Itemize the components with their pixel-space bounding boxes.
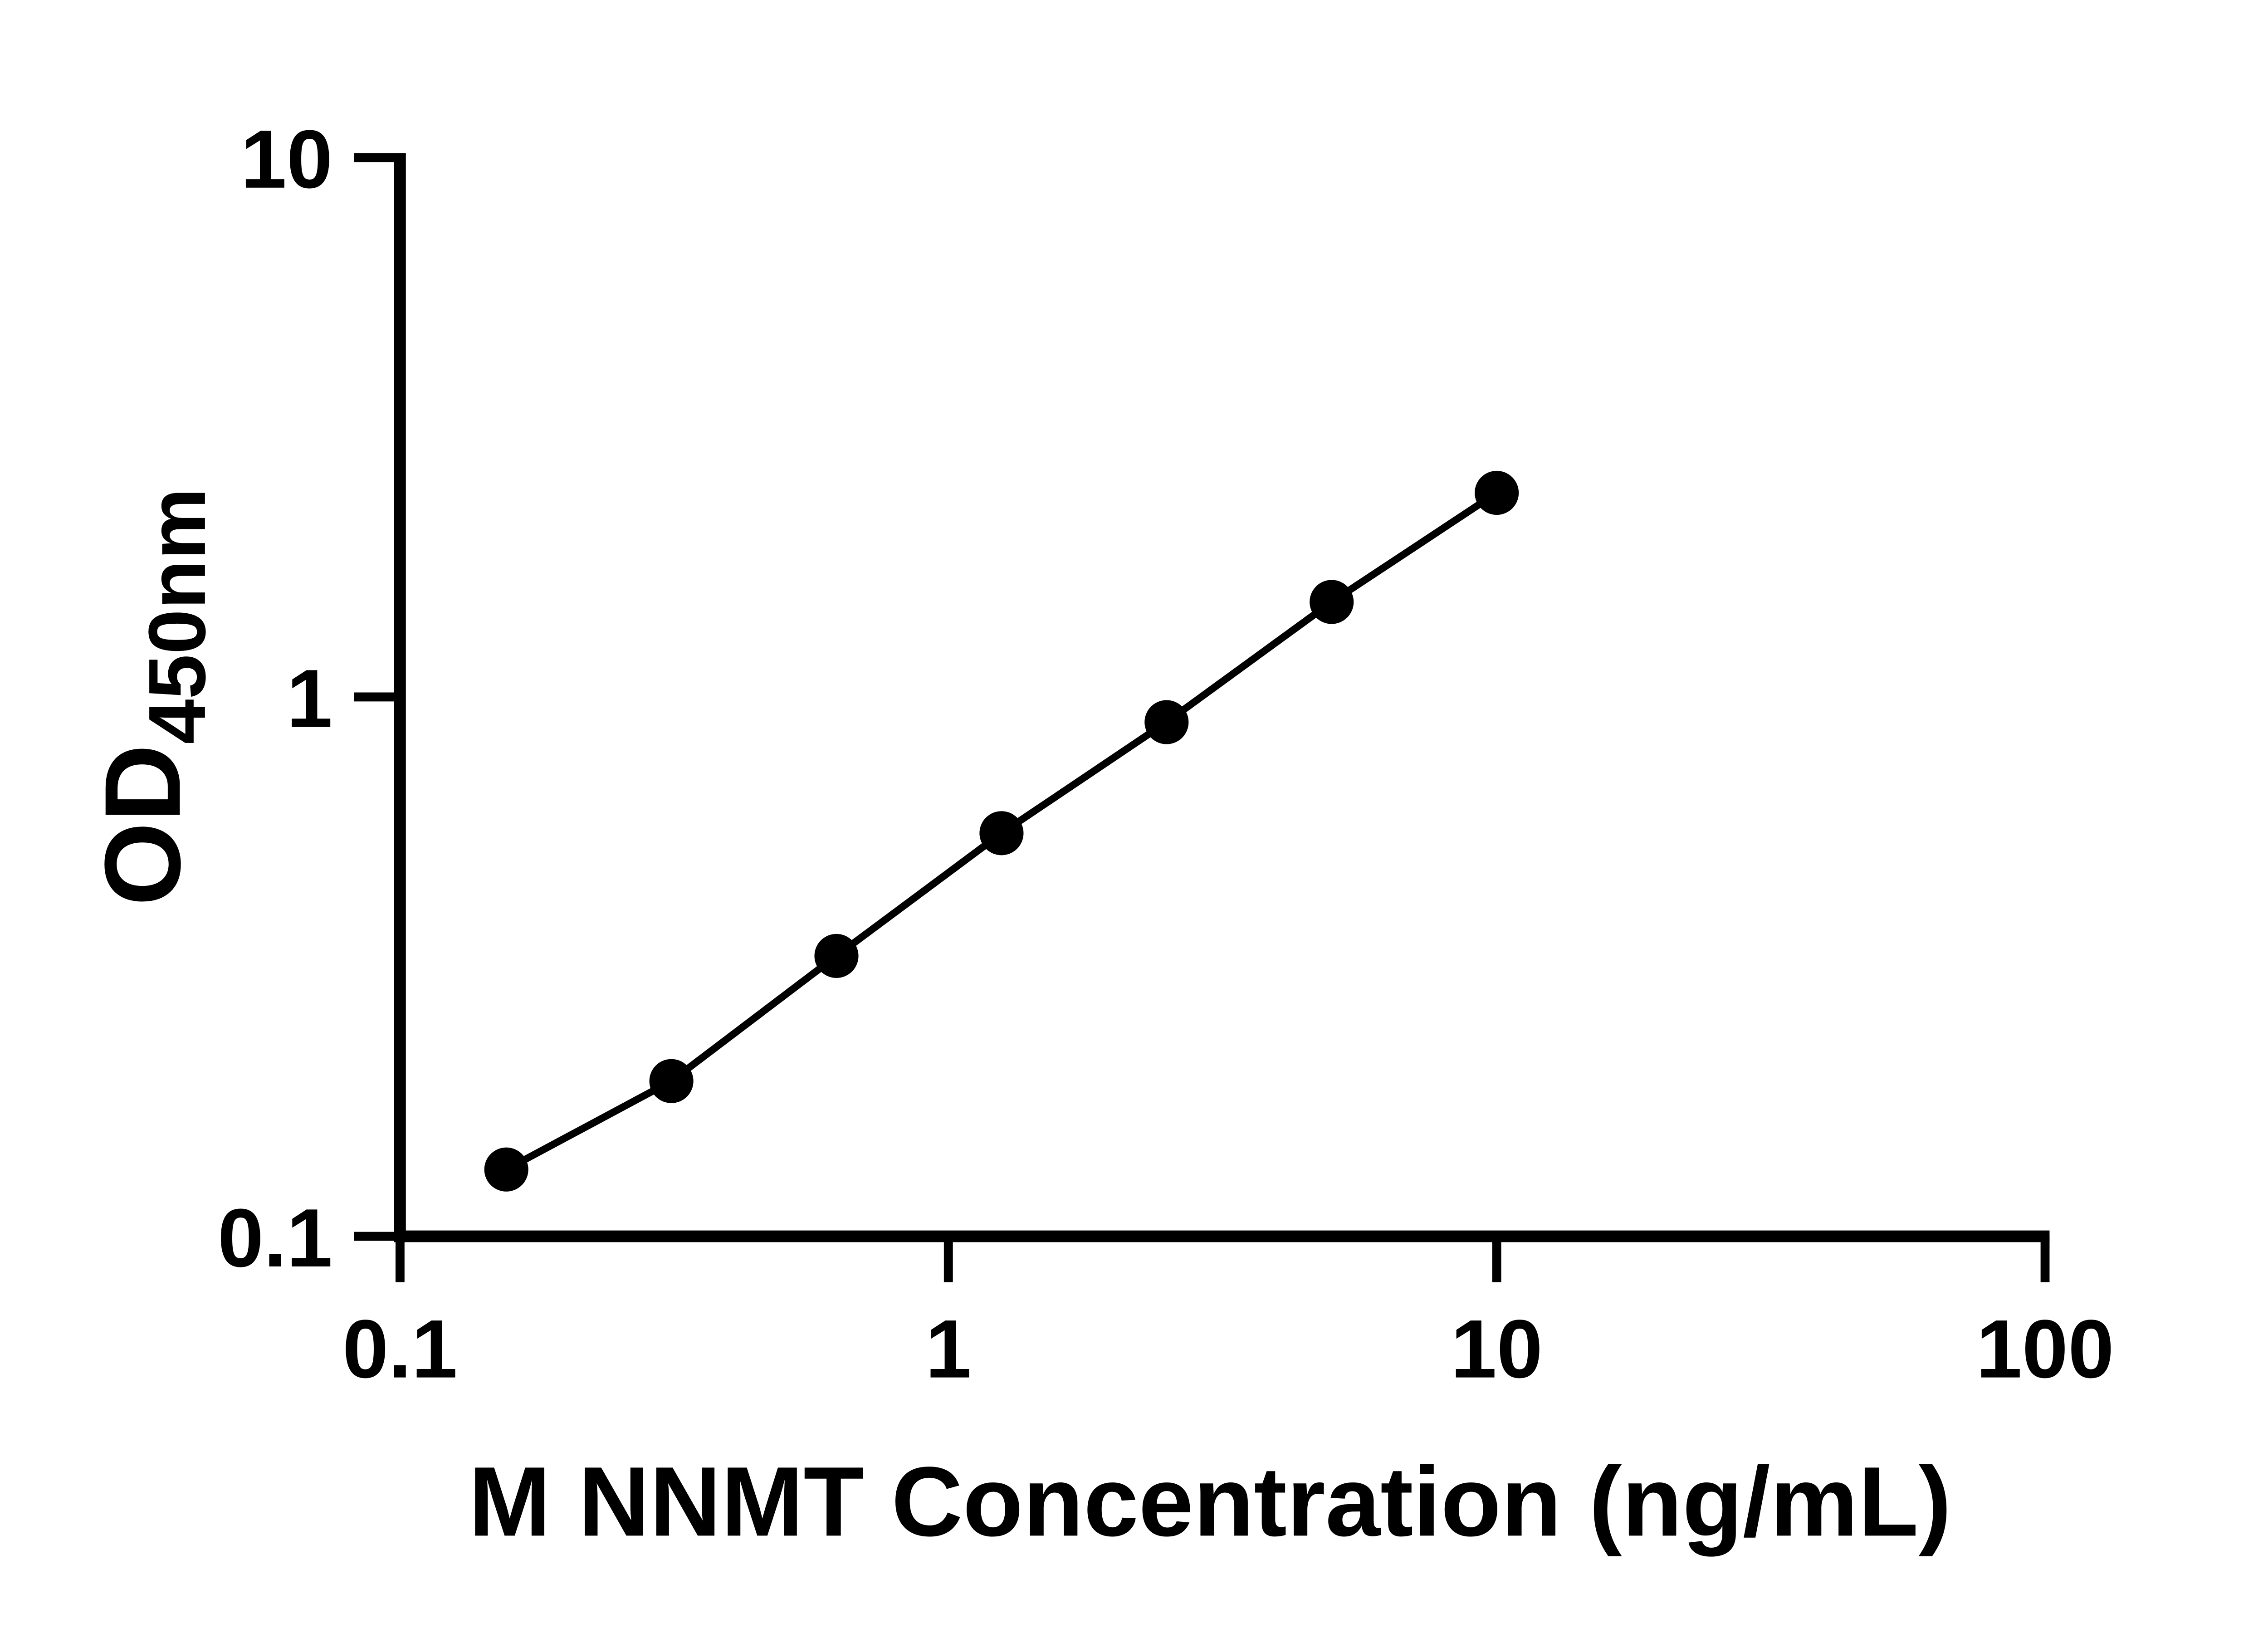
data-point — [979, 811, 1024, 856]
y-tick-marks — [354, 153, 400, 1241]
data-point — [814, 934, 859, 978]
y-axis-title: OD450nm — [83, 488, 222, 906]
x-tick-label: 0.1 — [342, 1303, 457, 1395]
data-point — [649, 1059, 694, 1103]
x-tick-labels: 0.1 1 10 100 — [342, 1303, 2114, 1395]
y-tick-label: 10 — [240, 113, 332, 205]
series-plot — [484, 470, 1519, 1192]
y-axis-title-subscript: 450nm — [132, 488, 222, 744]
x-tick-label: 100 — [1976, 1303, 2114, 1395]
y-tick-label: 1 — [287, 652, 332, 745]
y-axis-title-main: OD — [83, 744, 203, 906]
data-point — [484, 1147, 528, 1192]
y-tick-label: 0.1 — [218, 1192, 332, 1284]
data-point — [1144, 700, 1189, 744]
x-tick-marks — [395, 1236, 2050, 1282]
data-point — [1475, 470, 1519, 515]
x-axis-title: M NNMT Concentration (ng/mL) — [469, 1447, 1951, 1557]
x-tick-label: 10 — [1451, 1303, 1543, 1395]
data-point — [1310, 580, 1354, 624]
y-tick-labels: 0.1 1 10 — [218, 113, 332, 1284]
x-tick-label: 1 — [925, 1303, 971, 1395]
chart-background — [0, 7, 2268, 1626]
